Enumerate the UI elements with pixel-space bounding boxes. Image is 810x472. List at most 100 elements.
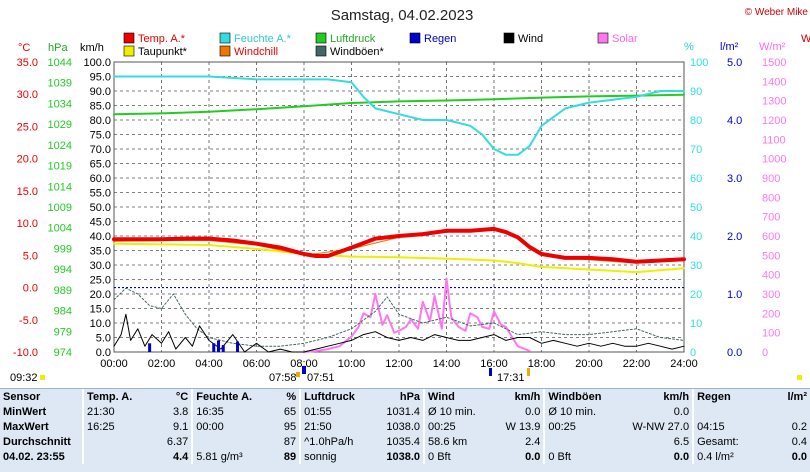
stats-cell-value: 1035.4 (386, 435, 421, 448)
stats-current-info: 0 Bft (423, 449, 500, 464)
rain-bar (236, 341, 239, 352)
tick-label-solar: 300 (762, 289, 780, 301)
sunset-icon (527, 368, 530, 376)
stats-cell-info: 58.6 km (423, 434, 500, 449)
tick-label-pressure: 1009 (48, 202, 72, 214)
stats-group-header: Temp. A. (82, 389, 146, 404)
legend-label: Feuchte A.* (234, 33, 292, 45)
unit-wm2: W/m² (759, 41, 786, 53)
tick-label-temperature: 0.0 (23, 283, 38, 295)
stats-current-value: 0.0 (673, 450, 690, 463)
tick-label-wind: 95.0 (90, 72, 111, 84)
stats-row: MaxWert 16:25 9.1 00:00 95 21:50 1038.0 00:25 W … (0, 419, 810, 434)
tick-label-wind: 80.0 (90, 115, 111, 127)
series-feuchte-a-line (113, 75, 685, 156)
stats-cell-value: 87 (283, 435, 297, 448)
tick-label-humidity: 70 (690, 144, 702, 156)
tick-label-temperature: 35.0 (17, 57, 38, 69)
stats-cell-value: 95 (283, 420, 297, 433)
stats-cell-info: 21:50 (299, 419, 379, 434)
stats-row: MinWert 21:30 3.8 16:35 65 01:55 1031.4 Ø 10 mi… (0, 404, 810, 419)
unit-hpa: hPa (48, 42, 68, 54)
marker-sunset: 17:31 (497, 372, 525, 384)
series-solar-line (303, 277, 531, 353)
stats-panel: Sensor Temp. A. °C Feuchte A.% Luftdruck hPa W… (0, 388, 810, 472)
stats-cell-value: 1038.0 (386, 420, 421, 433)
stats-current-value: 4.4 (172, 450, 189, 463)
stats-cell-value: 2.4 (525, 435, 541, 448)
series-temp-a-line (112, 226, 686, 264)
marker-sunrise: 07:58 (269, 372, 297, 384)
tick-label-pressure: 989 (54, 285, 72, 297)
sunrise-tick (302, 366, 306, 374)
stats-current-value: 1038.0 (386, 450, 421, 463)
tick-label-wind: 15.0 (90, 304, 111, 316)
stats-cell-info: 00:25 (423, 419, 500, 434)
sunrise-icon (296, 372, 300, 377)
chart-legend: Temp. A.* Feuchte A.* Luftdruck Regen Wind So… (123, 32, 638, 58)
legend-label: Temp. A.* (138, 33, 186, 45)
tick-label-pressure: 1014 (48, 181, 72, 193)
tick-label-pressure: 1019 (48, 161, 72, 173)
tick-label-temperature: 10.0 (17, 218, 38, 230)
tick-label-wind: 30.0 (90, 260, 111, 272)
marker-strip (0, 369, 810, 382)
stats-cell-info: ^1.0hPa/h (299, 434, 379, 449)
tick-label-wind: 5.0 (96, 333, 111, 345)
stats-cell-info (543, 434, 630, 449)
legend-swatch (219, 32, 231, 44)
stats-cell-info (692, 404, 754, 419)
series-luftdruck-line (113, 93, 685, 116)
tick-label-time: 22:00 (623, 358, 651, 370)
tick-label-humidity: 60 (690, 173, 702, 185)
tick-label-time: 02:00 (148, 358, 176, 370)
stats-group-header: Feuchte A. (191, 389, 262, 404)
stats-group-unit: hPa (399, 390, 421, 403)
tick-label-time: 00:00 (100, 358, 128, 370)
stats-cell-value: 0.0 (525, 405, 541, 418)
tick-label-time: 16:00 (480, 358, 508, 370)
stats-cell-value: 65 (283, 405, 297, 418)
tick-label-solar: 900 (762, 173, 780, 185)
tick-label-wind: 0.0 (96, 347, 111, 359)
stats-row-label: MaxWert (3, 420, 49, 433)
unit-percent: % (684, 41, 694, 53)
stats-group-unit: l/m² (787, 390, 807, 403)
tick-label-wind: 55.0 (90, 188, 111, 200)
tick-label-humidity: 30 (690, 260, 702, 272)
stats-cell-info: 00:25 (543, 419, 630, 434)
series-windb-en-line (113, 287, 685, 347)
tick-label-wind: 40.0 (90, 231, 111, 243)
stats-cell-info: 04:15 (692, 419, 754, 434)
tick-label-pressure: 1034 (48, 98, 72, 110)
tick-label-wind: 75.0 (90, 130, 111, 142)
chart-title: Samstag, 04.02.2023 (331, 7, 474, 24)
stats-current-label: 04.02. 23:55 (3, 450, 65, 463)
tick-label-temperature: -10.0 (13, 347, 38, 359)
tick-label-temperature: -5.0 (19, 315, 38, 327)
tick-label-temperature: 5.0 (23, 250, 38, 262)
stats-cell-value: 0.2 (791, 420, 807, 433)
series-wind-line (113, 313, 685, 353)
stats-current-info: 0 Bft (543, 449, 630, 464)
stats-group-unit: °C (175, 390, 189, 403)
chart-axes: 35.0 30.0 25.0 20.0 15.0 10.0 5.0 0.0 -5.0 -10.0 1… (13, 57, 787, 370)
tick-label-solar: 1200 (762, 115, 786, 127)
tick-label-rain: 1.0 (727, 289, 742, 301)
stats-cell-value: 9.1 (172, 420, 189, 433)
marker-dot-right (797, 375, 802, 380)
chart-grid (113, 61, 685, 353)
tick-label-time: 08:00 (290, 358, 318, 370)
tick-label-solar: 700 (762, 212, 780, 224)
tick-label-pressure: 1029 (48, 119, 72, 131)
sunset-tick (489, 368, 492, 376)
tick-label-pressure: 994 (54, 264, 72, 276)
tick-label-humidity: 50 (690, 202, 702, 214)
stats-cell-value: 0.4 (791, 435, 807, 448)
chart-time-markers: 09:32 07:58 07:51 17:31 (0, 366, 810, 384)
stats-current-info: 0.4 l/m² (692, 449, 754, 464)
legend-swatch (315, 32, 327, 44)
stats-row-label: MinWert (3, 405, 47, 418)
tick-label-pressure: 984 (54, 306, 72, 318)
tick-label-temperature: 20.0 (17, 154, 38, 166)
